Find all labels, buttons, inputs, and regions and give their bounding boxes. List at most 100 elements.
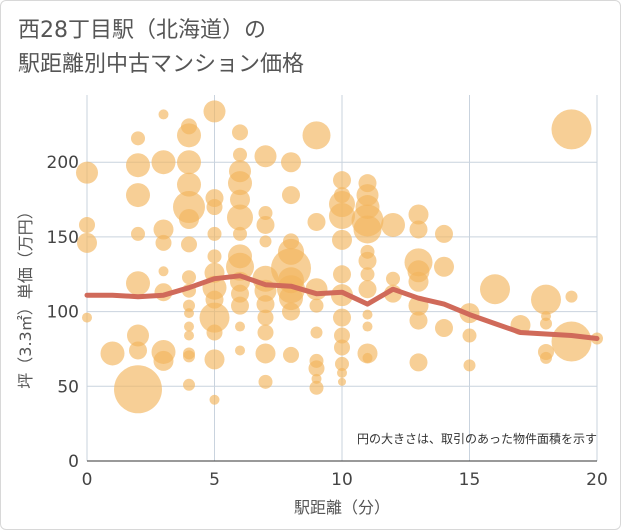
data-point <box>283 346 299 363</box>
data-point <box>279 286 303 311</box>
data-point <box>331 284 353 307</box>
data-point <box>233 147 247 162</box>
data-point <box>199 302 230 333</box>
data-point <box>258 374 273 389</box>
data-point <box>282 302 300 321</box>
data-point <box>338 377 346 386</box>
data-point <box>182 270 196 285</box>
data-point <box>329 203 355 230</box>
data-point <box>209 394 220 405</box>
data-point <box>184 308 194 319</box>
data-point <box>409 220 428 239</box>
data-point <box>207 226 222 241</box>
data-point <box>381 212 405 237</box>
data-point <box>231 296 249 315</box>
data-point <box>409 353 428 372</box>
data-point <box>540 317 552 330</box>
data-point <box>181 236 197 253</box>
data-point <box>434 256 454 277</box>
data-point <box>255 343 276 364</box>
y-tick-label: 0 <box>68 452 79 472</box>
data-point <box>309 298 324 313</box>
data-point <box>334 327 350 344</box>
bubble-series <box>76 100 603 414</box>
data-point <box>207 249 222 264</box>
data-point <box>76 161 98 184</box>
data-point <box>358 251 377 270</box>
data-point <box>333 265 351 284</box>
data-point <box>79 216 95 233</box>
data-point <box>386 271 400 286</box>
data-point <box>226 252 254 281</box>
data-point <box>332 229 352 250</box>
data-point <box>177 150 201 175</box>
data-point <box>540 351 552 364</box>
y-tick-label: 50 <box>57 377 79 397</box>
x-axis-label: 駅距離（分） <box>294 498 390 517</box>
data-point <box>235 321 245 332</box>
data-point <box>480 274 510 305</box>
data-point <box>409 311 428 330</box>
x-tick-label: 0 <box>82 470 93 490</box>
data-point <box>129 341 147 360</box>
data-point <box>257 324 274 341</box>
data-point <box>353 215 382 244</box>
data-point <box>232 124 248 141</box>
data-point <box>257 309 274 326</box>
data-point <box>302 121 331 150</box>
y-axis-label: 坪（3.3㎡）単価（万円） <box>16 203 35 388</box>
data-point <box>158 109 169 120</box>
data-point <box>282 186 300 205</box>
trend-line-path <box>84 273 600 341</box>
data-point <box>228 171 252 196</box>
bubble-size-note: 円の大きさは、取引のあった物件面積を示す <box>357 431 597 446</box>
x-tick-label: 20 <box>586 470 608 490</box>
data-point <box>254 145 277 168</box>
data-point <box>408 204 429 225</box>
data-point <box>184 321 194 332</box>
data-point <box>337 367 347 378</box>
data-point <box>114 365 162 414</box>
chart-title-line2: 駅距離別中古マンション価格 <box>18 52 305 77</box>
data-point <box>184 330 194 341</box>
data-point <box>183 350 195 363</box>
y-tick-label: 100 <box>47 303 79 323</box>
trend-line <box>84 273 600 341</box>
data-point <box>362 309 373 320</box>
x-tick-label: 10 <box>331 470 353 490</box>
data-point <box>126 271 150 296</box>
data-point <box>155 234 172 251</box>
data-point <box>335 356 349 371</box>
data-point <box>126 153 150 178</box>
data-point <box>206 324 223 341</box>
data-point <box>183 299 195 312</box>
data-point <box>334 339 350 356</box>
data-point <box>333 308 351 327</box>
data-point <box>183 378 195 391</box>
data-point <box>256 215 275 234</box>
data-point <box>131 226 145 241</box>
data-point <box>551 109 592 150</box>
data-point <box>177 123 201 148</box>
data-point <box>177 172 201 197</box>
data-point <box>82 312 92 323</box>
x-tick-label: 15 <box>459 470 481 490</box>
data-point <box>463 359 476 372</box>
data-point <box>258 206 273 221</box>
data-point <box>227 204 253 231</box>
data-point <box>233 226 247 241</box>
data-point <box>408 271 429 292</box>
data-point <box>462 328 477 343</box>
data-point <box>158 266 169 277</box>
data-point <box>362 352 373 363</box>
data-point <box>153 219 174 240</box>
data-point <box>151 150 176 175</box>
data-point <box>309 380 324 395</box>
data-point <box>153 350 174 371</box>
x-tick-label: 5 <box>209 470 220 490</box>
data-point <box>307 212 326 231</box>
data-point <box>77 232 97 253</box>
data-point <box>281 152 301 173</box>
